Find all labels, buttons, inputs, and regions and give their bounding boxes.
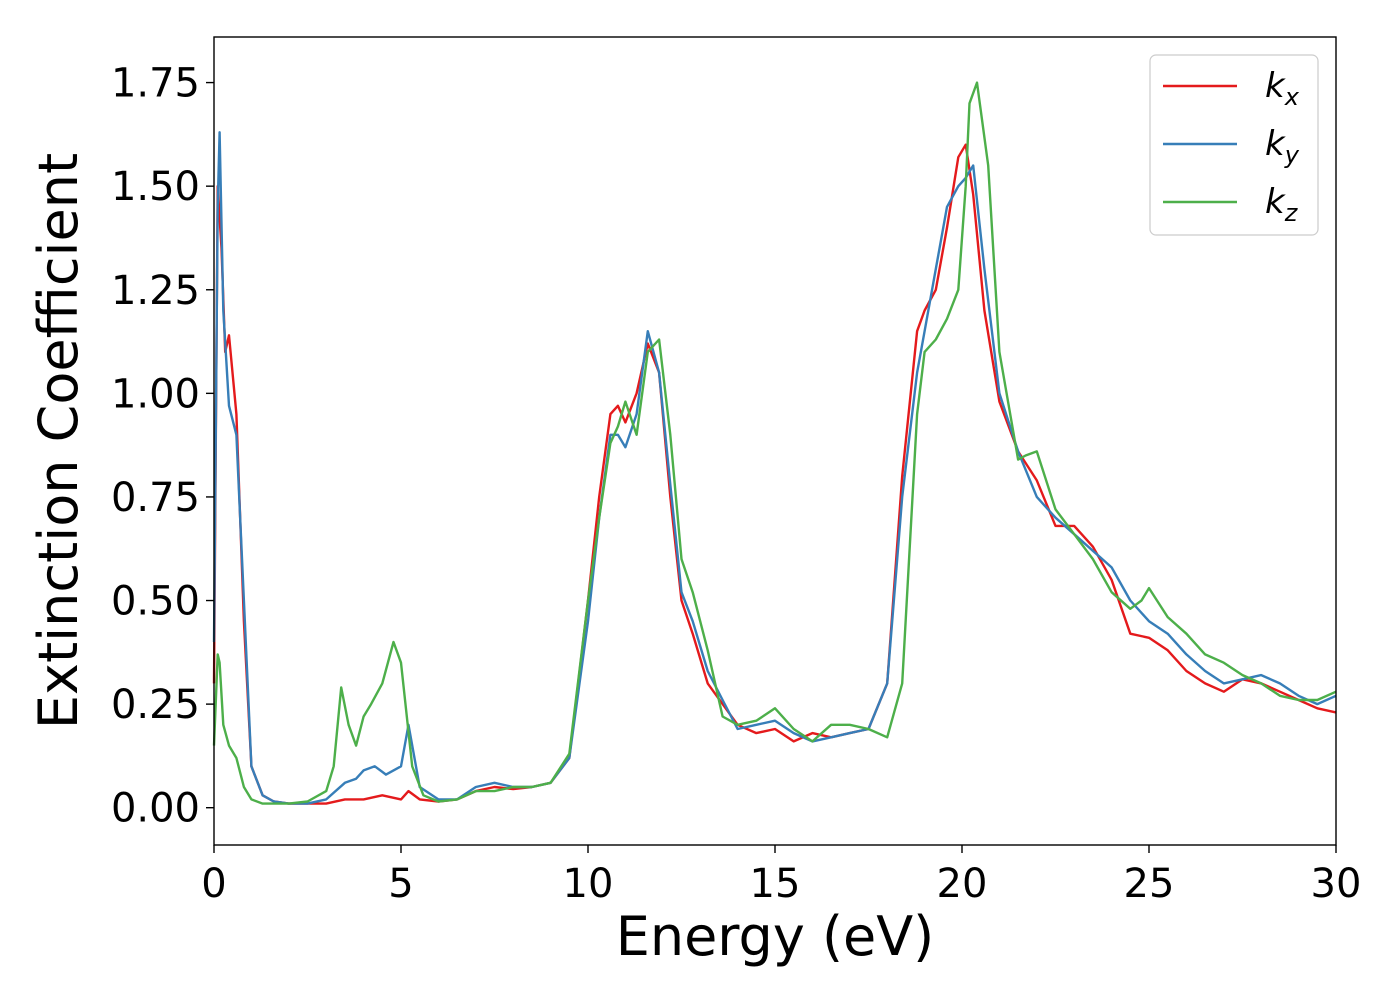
y-axis-ticks: 0.00 0.25 0.50 0.75 1.00 1.25 1.50 1.75 — [111, 61, 214, 832]
legend-label-ky: ky — [1265, 124, 1300, 169]
y-axis-label: Extinction Coefficient — [27, 153, 90, 729]
series-line-ky — [212, 131, 1337, 805]
x-tick-label: 30 — [1311, 861, 1362, 907]
x-tick-label: 10 — [563, 861, 614, 907]
x-tick-label: 15 — [750, 861, 801, 907]
x-tick-label: 20 — [937, 861, 988, 907]
legend: kx ky kz — [1149, 54, 1319, 236]
x-axis-label: Energy (eV) — [616, 905, 935, 968]
y-tick-label: 1.00 — [111, 371, 200, 417]
x-tick-label: 0 — [201, 861, 226, 907]
y-tick-label: 1.75 — [111, 61, 200, 107]
y-tick-label: 0.25 — [111, 682, 200, 728]
y-tick-label: 0.50 — [111, 579, 200, 625]
y-tick-label: 0.00 — [111, 786, 200, 832]
y-tick-label: 1.25 — [111, 268, 200, 314]
x-axis-ticks: 0 5 10 15 20 25 30 — [201, 845, 1361, 907]
y-tick-label: 0.75 — [111, 475, 200, 521]
x-tick-label: 25 — [1124, 861, 1175, 907]
series-layer — [212, 81, 1337, 805]
x-tick-label: 5 — [388, 861, 413, 907]
y-tick-label: 1.50 — [111, 164, 200, 210]
legend-label-kz: kz — [1265, 182, 1299, 227]
plot-background — [214, 37, 1336, 845]
series-line-kz — [212, 81, 1337, 805]
legend-label-kx: kx — [1265, 66, 1300, 111]
